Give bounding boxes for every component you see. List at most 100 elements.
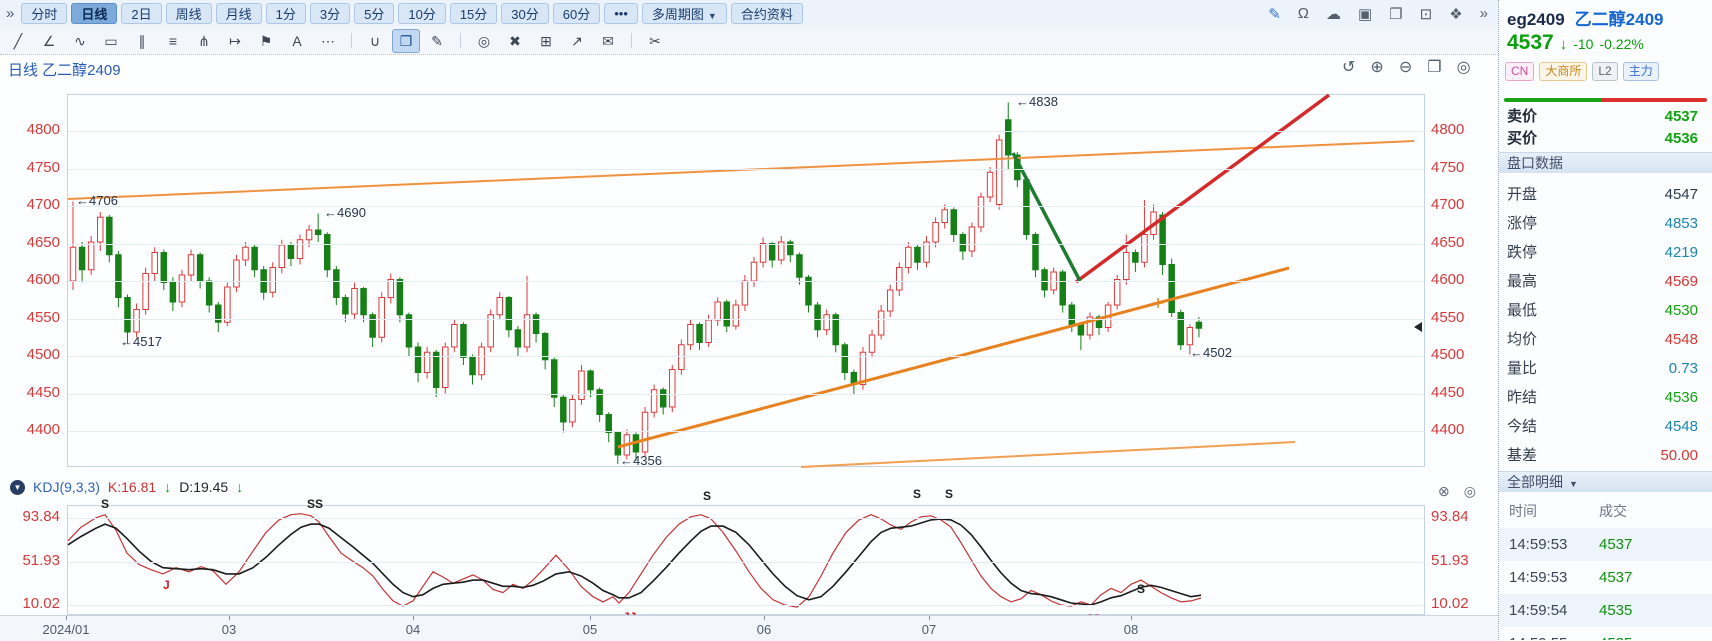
- price-annotation: ←4690: [324, 205, 366, 220]
- period-button[interactable]: 2日: [121, 3, 162, 24]
- undo-icon[interactable]: ↺: [1342, 59, 1356, 76]
- kdj-plot[interactable]: SSSSSSSJJJJJJJ: [67, 487, 1425, 631]
- tag-main[interactable]: 主力: [1622, 62, 1659, 81]
- close-circle-icon[interactable]: ⊗: [1438, 483, 1450, 499]
- indicator-collapse-icon[interactable]: ▼: [10, 479, 25, 495]
- period-button[interactable]: 30分: [501, 3, 549, 24]
- period-button[interactable]: 周线: [165, 3, 212, 24]
- export-tool[interactable]: ↗: [571, 32, 583, 49]
- period-button[interactable]: 3分: [309, 3, 351, 24]
- pencil-tool[interactable]: ✎: [431, 32, 443, 49]
- tag-l2[interactable]: L2: [1592, 62, 1618, 81]
- alert-bell-icon[interactable]: Ω: [1297, 4, 1309, 22]
- cloud-icon[interactable]: ☁: [1325, 5, 1341, 23]
- quote-sidebar: eg2409 乙二醇2409 4537 ↓ -10 -0.22% CN 大商所 L2…: [1498, 0, 1712, 640]
- magnet-tool[interactable]: ∪: [369, 32, 381, 49]
- price-annotation: ←4706: [76, 193, 118, 208]
- edit-pencil-icon[interactable]: ✎: [1268, 5, 1281, 23]
- multi-chart-button[interactable]: 多周期图 ▼: [641, 3, 727, 24]
- chevrons-right-icon[interactable]: »: [1479, 4, 1488, 22]
- support-line[interactable]: [617, 266, 1290, 449]
- decline-line[interactable]: [1011, 152, 1082, 282]
- measure-tool[interactable]: ✂: [649, 32, 661, 49]
- text-tool[interactable]: A: [292, 32, 302, 49]
- flag-tool[interactable]: ⚑: [259, 32, 273, 49]
- gridline: [68, 605, 1424, 606]
- overlay-tool[interactable]: ❐: [392, 28, 420, 53]
- chart-panel: » 分时 日线 2日 周线 月线 1分 3分 5分 10分 15分 30分 60分 ••• 多周期图 ▼…: [0, 0, 1498, 641]
- trendline-handle-icon[interactable]: [1153, 298, 1163, 308]
- down-arrow-icon: ↓: [1559, 36, 1568, 53]
- kdj-axis-label: 93.84: [1431, 508, 1469, 525]
- period-button[interactable]: 日线: [71, 3, 118, 24]
- period-button[interactable]: 月线: [215, 3, 262, 24]
- candle: [1086, 312, 1094, 340]
- symbol-name[interactable]: 乙二醇2409: [1574, 10, 1664, 29]
- candle: [696, 322, 703, 350]
- trend-line-tool[interactable]: ╱: [13, 32, 23, 49]
- period-button[interactable]: 分时: [21, 3, 68, 24]
- more-tools[interactable]: ⋯: [321, 32, 335, 49]
- all-details-section-header[interactable]: 全部明细 ▼: [1499, 471, 1712, 492]
- candle: [451, 320, 458, 353]
- objects-grid-tool[interactable]: ⊞: [540, 32, 552, 49]
- parallel-channel-tool[interactable]: ∥: [138, 32, 146, 49]
- candle: [641, 407, 649, 458]
- candle: [78, 242, 86, 283]
- candle: [87, 236, 95, 275]
- candle: [905, 242, 912, 274]
- zoom-out-icon[interactable]: ⊖: [1398, 59, 1413, 76]
- candle: [505, 296, 513, 338]
- kdj-axis-label: 51.93: [22, 551, 60, 569]
- candle: [823, 309, 830, 335]
- panes-icon[interactable]: ❐: [1427, 59, 1442, 76]
- y-axis-label: 4700: [1431, 196, 1465, 213]
- arrow-line-tool[interactable]: ↦: [229, 32, 241, 49]
- period-button[interactable]: 10分: [398, 3, 446, 24]
- candle: [678, 339, 685, 375]
- candle: [96, 212, 104, 251]
- lower-support-line[interactable]: [800, 441, 1296, 468]
- rally-line[interactable]: [1074, 93, 1331, 284]
- expand-left-icon[interactable]: »: [6, 5, 15, 22]
- trade-column-header: 成交: [1599, 503, 1627, 519]
- candle: [460, 322, 467, 365]
- tag-cn[interactable]: CN: [1505, 62, 1535, 81]
- x-axis-tick: [764, 616, 765, 620]
- camera-icon[interactable]: ▣: [1357, 5, 1373, 23]
- market-data-section-header[interactable]: 盘口数据: [1499, 152, 1712, 173]
- candle: [1141, 200, 1148, 268]
- settings-icon[interactable]: ◎: [1456, 59, 1471, 76]
- copy-windows-icon[interactable]: ❐: [1389, 5, 1403, 23]
- rectangle-tool[interactable]: ▭: [104, 32, 118, 49]
- field-value: 4548: [1664, 331, 1698, 348]
- gann-line-tool[interactable]: ≡: [168, 32, 178, 49]
- comment-tool[interactable]: ✉: [602, 32, 614, 49]
- candle: [405, 312, 413, 356]
- polyline-tool[interactable]: ∠: [42, 32, 56, 49]
- contract-info-button[interactable]: 合约资料: [730, 3, 803, 24]
- zoom-in-icon[interactable]: ⊕: [1370, 59, 1384, 76]
- monitor-icon[interactable]: ⊡: [1419, 5, 1433, 23]
- period-button[interactable]: 5分: [354, 3, 395, 24]
- fullscreen-icon[interactable]: ❖: [1449, 5, 1463, 23]
- symbol-code[interactable]: eg2409: [1507, 10, 1565, 29]
- kdj-indicator-label[interactable]: KDJ(9,3,3): [33, 479, 100, 495]
- candle: [196, 252, 204, 289]
- main-candlestick-plot[interactable]: [67, 93, 1425, 468]
- tag-exchange[interactable]: 大商所: [1539, 62, 1588, 81]
- resistance-line[interactable]: [67, 140, 1415, 200]
- settings-icon[interactable]: ◎: [1463, 483, 1476, 499]
- circle-marker-tool[interactable]: ◎: [477, 32, 491, 49]
- period-button[interactable]: 1分: [265, 3, 306, 24]
- field-label: 最高: [1507, 273, 1538, 290]
- period-button[interactable]: 15分: [449, 3, 498, 24]
- field-value: 4536: [1664, 389, 1698, 406]
- period-button[interactable]: 60分: [552, 3, 601, 24]
- more-periods-button[interactable]: •••: [604, 3, 638, 24]
- curve-tool[interactable]: ∿: [74, 32, 86, 49]
- candle: [1168, 258, 1175, 317]
- candle: [705, 314, 712, 347]
- delete-tool[interactable]: ✖: [509, 32, 521, 49]
- fan-lines-tool[interactable]: ⋔: [198, 32, 210, 49]
